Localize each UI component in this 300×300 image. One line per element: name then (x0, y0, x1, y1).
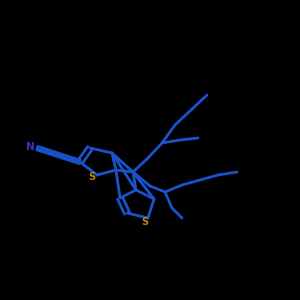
Text: N: N (26, 142, 35, 152)
Text: S: S (88, 172, 96, 182)
Text: S: S (141, 217, 148, 227)
